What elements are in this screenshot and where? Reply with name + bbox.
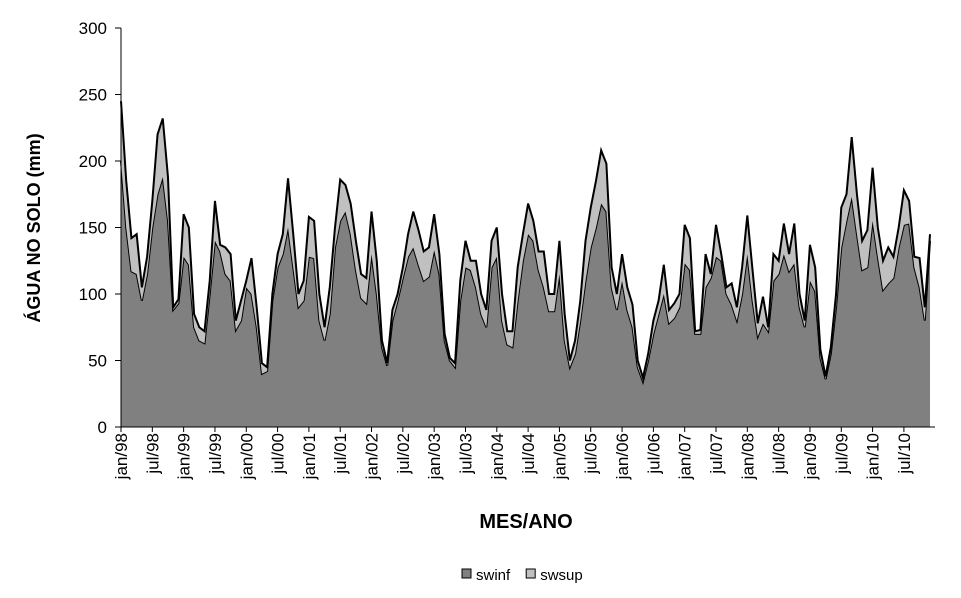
x-tick-label: jul/98 — [143, 433, 162, 475]
y-axis-title: ÁGUA NO SOLO (mm) — [23, 133, 44, 322]
x-tick-label: jul/07 — [707, 433, 726, 475]
x-tick-label: jan/06 — [613, 433, 632, 480]
x-tick-label: jul/10 — [895, 433, 914, 475]
x-tick-label: jul/01 — [331, 433, 350, 475]
area — [121, 101, 930, 382]
x-tick-label: jan/05 — [550, 433, 569, 480]
legend-swatch — [525, 568, 536, 579]
x-tick-label: jul/05 — [582, 433, 601, 475]
x-tick-label: jul/04 — [519, 433, 538, 475]
x-tick-label: jan/00 — [237, 433, 256, 480]
y-tick-label: 50 — [88, 352, 107, 371]
x-tick-label: jan/01 — [300, 433, 319, 480]
x-tick-label: jul/09 — [832, 433, 851, 475]
x-tick-label: jul/99 — [206, 433, 225, 475]
x-tick-label: jul/03 — [456, 433, 475, 475]
y-tick-label: 150 — [79, 219, 107, 238]
x-tick-label: jul/08 — [770, 433, 789, 475]
x-tick-label: jan/04 — [488, 433, 507, 480]
y-tick-label: 300 — [79, 19, 107, 38]
y-tick-label: 250 — [79, 86, 107, 105]
x-tick-label: jan/07 — [676, 433, 695, 480]
x-tick-label: jan/98 — [112, 433, 131, 480]
x-tick-label: jan/02 — [363, 433, 382, 480]
y-tick-label: 200 — [79, 152, 107, 171]
x-tick-label: jul/06 — [644, 433, 663, 475]
x-tick-label: jan/10 — [864, 433, 883, 480]
x-axis-title: MES/ANO — [479, 511, 572, 533]
x-tick-label: jan/08 — [738, 433, 757, 480]
x-tick-label: jan/03 — [425, 433, 444, 480]
y-tick-label: 100 — [79, 285, 107, 304]
x-tick-label: jan/09 — [801, 433, 820, 480]
legend-swatch — [461, 568, 472, 579]
legend-label: swsup — [540, 567, 583, 584]
area-outline — [120, 101, 931, 382]
x-tick-label: jul/02 — [394, 433, 413, 475]
y-tick-label: 0 — [98, 418, 107, 437]
area — [121, 161, 930, 427]
x-tick-label: jan/99 — [175, 433, 194, 480]
x-tick-label: jul/00 — [269, 433, 288, 475]
legend-label: swinf — [476, 567, 511, 584]
